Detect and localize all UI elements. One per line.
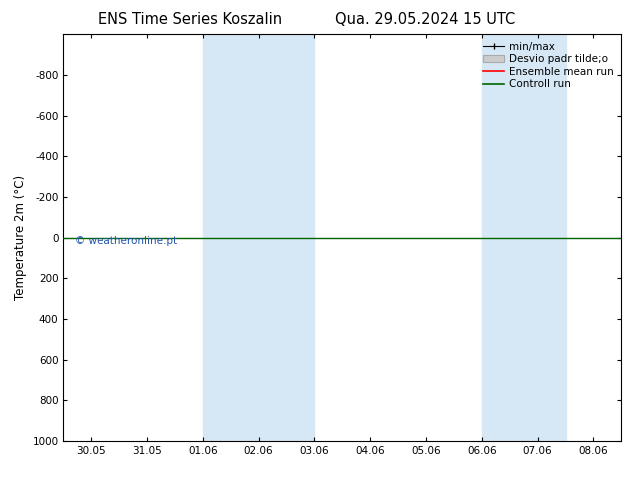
Y-axis label: Temperature 2m (°C): Temperature 2m (°C) xyxy=(14,175,27,300)
Text: © weatheronline.pt: © weatheronline.pt xyxy=(75,236,177,245)
Text: Qua. 29.05.2024 15 UTC: Qua. 29.05.2024 15 UTC xyxy=(335,12,515,27)
Legend: min/max, Desvio padr tilde;o, Ensemble mean run, Controll run: min/max, Desvio padr tilde;o, Ensemble m… xyxy=(481,40,616,92)
Bar xyxy=(203,34,314,441)
Text: ENS Time Series Koszalin: ENS Time Series Koszalin xyxy=(98,12,282,27)
Bar xyxy=(482,34,566,441)
